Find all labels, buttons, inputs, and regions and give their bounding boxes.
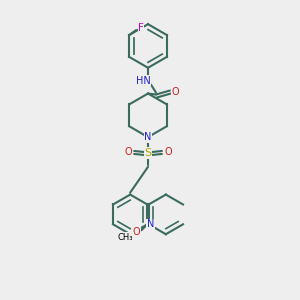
Text: N: N [147,219,154,229]
Text: N: N [144,132,152,142]
Text: F: F [138,23,144,33]
Text: O: O [124,147,132,157]
Text: HN: HN [136,76,150,85]
Text: CH₃: CH₃ [118,233,133,242]
Text: S: S [145,148,152,158]
Text: O: O [133,227,140,237]
Text: O: O [164,147,172,157]
Text: O: O [172,86,180,97]
